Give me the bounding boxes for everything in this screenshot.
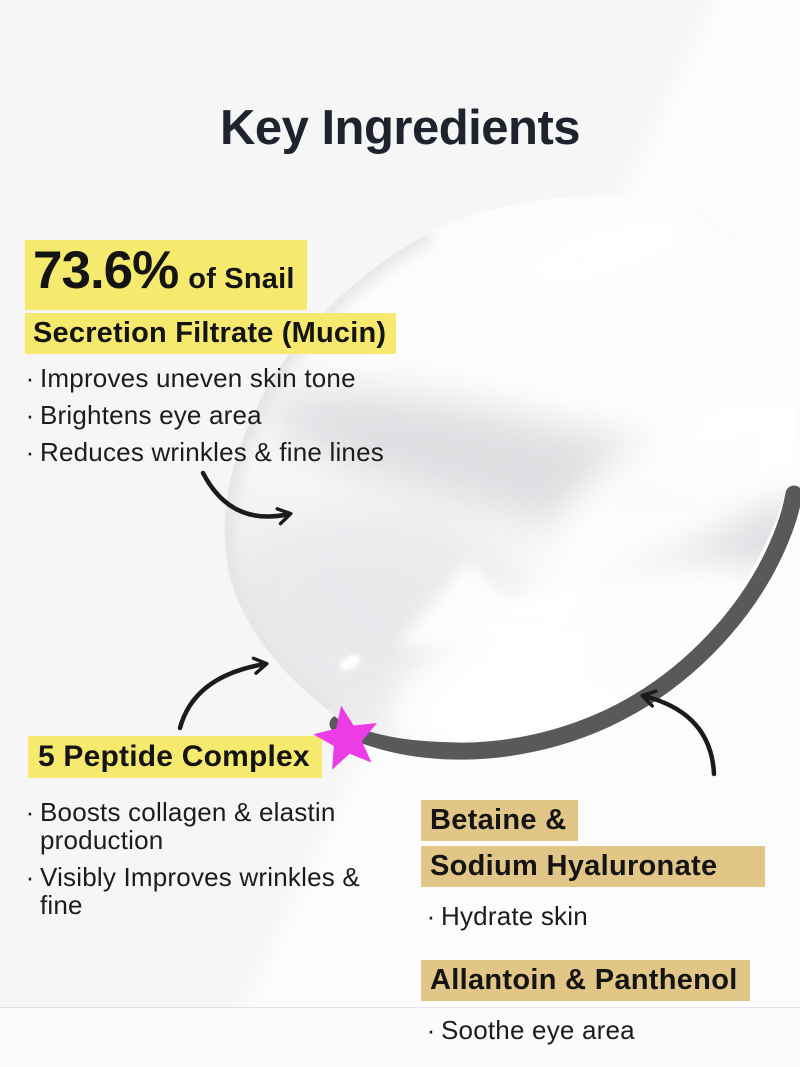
page-title: Key Ingredients	[219, 101, 581, 155]
section-allantoin-panthenol: Allantoin & Panthenol · Soothe eye area	[421, 960, 750, 1044]
snail-percent: 73.6%	[33, 241, 179, 300]
snail-heading-line2: Secretion Filtrate (Mucin)	[25, 313, 397, 354]
bullet-dot: ·	[25, 797, 35, 827]
list-item: · Boosts collagen & elastin production	[20, 798, 382, 854]
peptide-benefits-list: · Boosts collagen & elastin production · V…	[20, 798, 382, 919]
benefit-text: Brightens eye area	[40, 400, 262, 430]
arrow-betaine-to-swatch	[640, 689, 717, 777]
bullet-dot: ·	[25, 363, 35, 393]
betaine-heading-line2: Sodium Hyaluronate	[421, 846, 766, 887]
benefit-text: Reduces wrinkles & fine lines	[40, 437, 384, 467]
benefit-text: Soothe eye area	[441, 1015, 635, 1045]
section-peptide-complex: 5 Peptide Complex	[28, 736, 322, 778]
list-item: · Soothe eye area	[421, 1016, 750, 1044]
list-item: · Brightens eye area	[20, 401, 440, 429]
snail-heading-line1: 73.6% of Snail	[25, 240, 307, 310]
arrow-snail-to-swatch	[200, 470, 293, 526]
benefit-text: Improves uneven skin tone	[40, 363, 356, 393]
bullet-dot: ·	[426, 1015, 436, 1045]
bullet-dot: ·	[25, 862, 35, 892]
benefit-text: Hydrate skin	[441, 901, 588, 931]
swatch-shadow	[329, 485, 800, 760]
list-item: · Reduces wrinkles & fine lines	[20, 438, 440, 466]
snail-benefits-list: · Improves uneven skin tone · Brightens ey…	[20, 364, 440, 466]
bullet-dot: ·	[25, 400, 35, 430]
benefit-text: Visibly Improves wrinkles & fine	[40, 862, 360, 920]
section-betaine-hyaluronate: Betaine & Sodium Hyaluronate · Hydrate sk…	[421, 800, 766, 930]
betaine-heading-line1: Betaine &	[421, 800, 579, 841]
list-item: · Improves uneven skin tone	[20, 364, 440, 392]
list-item: · Hydrate skin	[421, 902, 765, 930]
background-bottom-band	[0, 1008, 800, 1067]
bullet-dot: ·	[426, 901, 436, 931]
allantoin-heading: Allantoin & Panthenol	[421, 960, 750, 1001]
arrow-peptide-to-swatch	[177, 656, 269, 731]
list-item: · Visibly Improves wrinkles & fine	[20, 863, 382, 919]
bullet-dot: ·	[25, 437, 35, 467]
benefit-text: Boosts collagen & elastin production	[40, 797, 336, 855]
cream-swatch	[224, 195, 795, 742]
snail-percent-suffix: of Snail	[188, 263, 295, 295]
section-snail-secretion: 73.6% of Snail Secretion Filtrate (Mucin)	[25, 240, 397, 354]
peptide-heading: 5 Peptide Complex	[28, 736, 322, 778]
